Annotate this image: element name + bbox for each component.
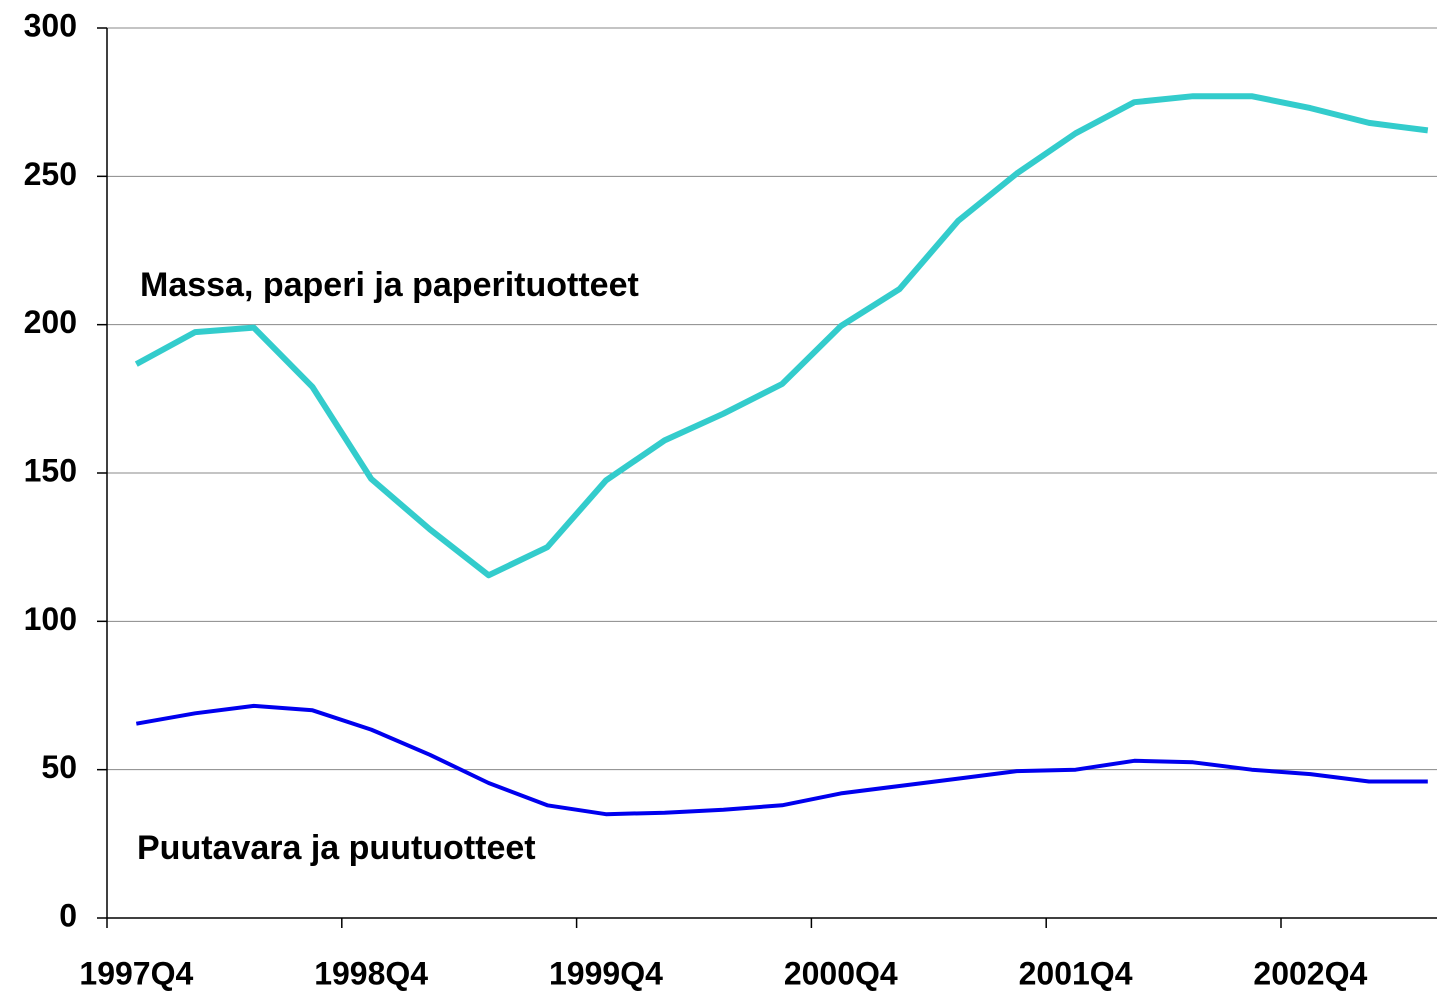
- series-label: Puutavara ja puutuotteet: [137, 829, 536, 867]
- y-tick-label: 250: [24, 156, 77, 192]
- x-tick-label: 2000Q4: [784, 955, 898, 991]
- series-label: Massa, paperi ja paperituotteet: [140, 266, 639, 304]
- y-tick-label: 0: [59, 897, 77, 933]
- y-tick-label: 150: [24, 452, 77, 488]
- series-line: [135, 703, 1428, 817]
- y-tick-label: 50: [41, 749, 77, 785]
- x-tick-label: 2001Q4: [1019, 955, 1133, 991]
- x-tick-label: 1997Q4: [79, 955, 193, 991]
- x-tick-label: 1998Q4: [314, 955, 428, 991]
- x-tick-label: 2002Q4: [1253, 955, 1367, 991]
- y-tick-label: 200: [24, 304, 77, 340]
- y-tick-label: 300: [24, 7, 77, 43]
- y-tick-label: 100: [24, 601, 77, 637]
- plot: 0 50 100 150 200 250 300 1997Q4 1998Q4 1999Q4 2000…: [24, 7, 1437, 991]
- series-line: [134, 93, 1429, 579]
- x-tick-label: 1999Q4: [549, 955, 663, 991]
